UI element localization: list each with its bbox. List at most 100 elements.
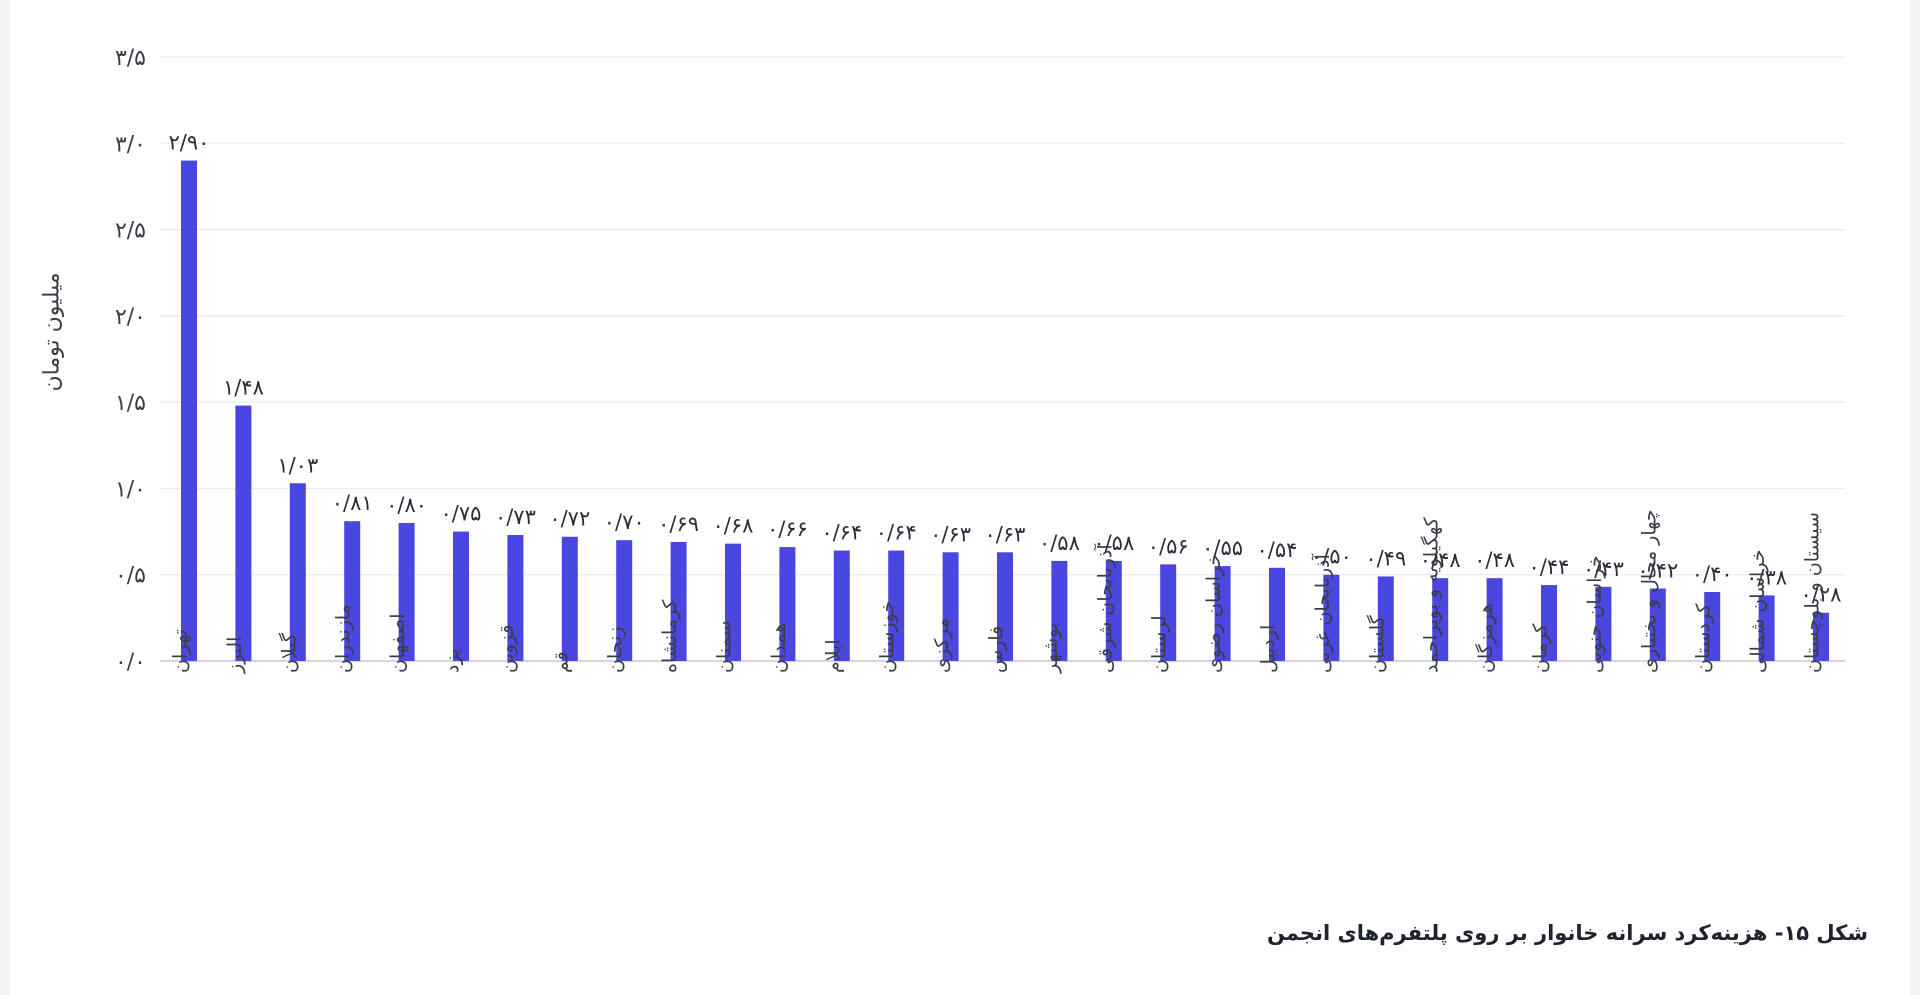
data-label: ۰/۶۳ xyxy=(985,522,1026,546)
x-tick-label: خوزستان xyxy=(877,601,899,673)
data-label: ۰/۴۰ xyxy=(1692,562,1733,586)
data-label: ۰/۵۸ xyxy=(1093,531,1134,555)
x-tick-label: زنجان xyxy=(605,627,627,673)
bar xyxy=(289,483,306,661)
bar xyxy=(833,550,850,661)
figure-caption: شکل ۱۵- هزینه‌کرد سرانه خانوار بر روی پل… xyxy=(1266,921,1868,945)
bar xyxy=(670,541,687,661)
data-label: ۰/۷۵ xyxy=(441,502,482,526)
bar xyxy=(1649,588,1666,661)
data-label: ۰/۶۳ xyxy=(930,522,971,546)
y-tick-label: ۱/۵ xyxy=(115,391,146,416)
data-label: ۲/۹۰ xyxy=(169,131,210,155)
data-label: ۰/۷۲ xyxy=(549,507,590,531)
bar xyxy=(1432,578,1449,661)
x-tick-label: فارس xyxy=(986,626,1008,673)
x-tick-label: گیلان xyxy=(277,632,300,673)
x-tick-label: خراسان جنوبی xyxy=(1584,555,1606,673)
x-tick-label: گلستان xyxy=(1365,614,1388,673)
x-tick-label: ایلام xyxy=(822,639,844,673)
data-label: ۰/۶۸ xyxy=(713,514,754,538)
x-tick-label: خراسان رضوی xyxy=(1203,554,1225,673)
x-axis-labels: تهران البرز گیلان مازندران اصفهان یزد قزوین قم ز… xyxy=(170,509,1824,674)
x-tick-label: اردبیل xyxy=(1258,625,1280,673)
data-label: ۰/۴۹ xyxy=(1365,546,1406,570)
x-tick-label: بوشهر xyxy=(1040,623,1062,674)
bar xyxy=(725,543,741,661)
x-tick-label: سیستان و بلوچستان xyxy=(1802,512,1824,673)
bar xyxy=(1486,578,1503,661)
data-label: ۰/۵۶ xyxy=(1148,534,1189,558)
y-tick-label: ۱/۰ xyxy=(115,477,146,502)
data-label: ۱/۰۳ xyxy=(277,453,318,477)
bar xyxy=(1051,560,1068,661)
y-tick-label: ۳/۰ xyxy=(115,132,146,157)
bar xyxy=(1214,566,1231,661)
bar xyxy=(888,550,905,661)
x-tick-label: خراسان شمالی xyxy=(1747,549,1769,673)
x-tick-label: کهگیلویه و بویراحمد xyxy=(1420,516,1443,673)
bar xyxy=(1758,595,1775,661)
data-label: ۰/۳۸ xyxy=(1746,565,1787,589)
x-tick-label: مرکزی xyxy=(931,618,953,673)
data-label: ۰/۸۰ xyxy=(386,493,427,517)
bar xyxy=(997,552,1013,661)
y-tick-label: ۲/۰ xyxy=(115,305,146,330)
data-label: ۰/۲۸ xyxy=(1801,583,1842,607)
y-tick-label: ۳/۵ xyxy=(115,46,146,71)
bar xyxy=(235,405,252,661)
bar xyxy=(1323,574,1340,661)
x-tick-label: کردستان xyxy=(1693,603,1715,673)
bar xyxy=(453,531,469,661)
data-label: ۰/۵۸ xyxy=(1039,531,1080,555)
bar xyxy=(1377,576,1394,661)
x-tick-label: لرستان xyxy=(1149,615,1171,673)
bars xyxy=(181,160,1829,662)
bar xyxy=(942,552,959,661)
x-tick-label: قزوین xyxy=(496,625,518,674)
x-tick-label: قم xyxy=(550,651,572,673)
x-tick-label: مازندران xyxy=(333,604,355,673)
bar xyxy=(1160,564,1177,661)
data-label: ۰/۴۳ xyxy=(1583,557,1624,581)
x-tick-label: کرمان xyxy=(1530,623,1552,673)
data-label: ۰/۴۴ xyxy=(1529,555,1570,579)
data-label: ۰/۷۳ xyxy=(495,505,536,529)
x-tick-label: همدان xyxy=(768,623,790,673)
bar xyxy=(1269,567,1285,661)
bar xyxy=(181,160,197,662)
y-tick-label: ۰/۵ xyxy=(115,564,146,589)
y-axis-ticks: ۰/۰ ۰/۵ ۱/۰ ۱/۵ ۲/۰ ۲/۵ ۳/۰ ۳/۵ xyxy=(115,46,146,675)
data-label: ۰/۵۰ xyxy=(1311,545,1352,569)
bar xyxy=(561,536,578,661)
data-label: ۰/۵۵ xyxy=(1202,536,1243,560)
x-tick-label: اصفهان xyxy=(387,613,409,673)
x-tick-label: تهران xyxy=(170,629,192,673)
data-label: ۰/۶۶ xyxy=(767,517,808,541)
x-tick-label: آذربایجان غربی xyxy=(1310,553,1334,673)
x-tick-label: هرمزگان xyxy=(1474,603,1497,673)
data-label: ۰/۵۴ xyxy=(1257,538,1298,562)
bar xyxy=(1704,591,1721,661)
x-tick-label: یزد xyxy=(442,649,464,673)
bar xyxy=(1105,560,1122,661)
x-tick-label: آذربایجان شرقی xyxy=(1092,544,1116,673)
left-border-strip xyxy=(0,0,10,995)
data-label: ۰/۶۴ xyxy=(821,521,862,545)
y-tick-label: ۲/۵ xyxy=(115,219,146,244)
value-labels: ۲/۹۰ ۱/۴۸ ۱/۰۳ ۰/۸۱ ۰/۸۰ ۰/۷۵ ۰/۷۳ ۰/۷۲ ۰/۷۰ ۰/۶۹… xyxy=(169,131,1842,607)
x-tick-label: البرز xyxy=(224,637,246,674)
bar xyxy=(344,521,361,661)
bar xyxy=(616,540,633,661)
data-label: ۰/۴۸ xyxy=(1420,548,1461,572)
y-tick-label: ۰/۰ xyxy=(115,650,146,675)
bar xyxy=(398,522,415,661)
x-tick-label: کرمانشاه xyxy=(659,599,681,673)
x-tick-label: چهار محال و بختیاری xyxy=(1638,509,1660,673)
y-axis-title: میلیون تومان xyxy=(39,272,65,392)
bar xyxy=(507,535,524,661)
data-label: ۰/۴۸ xyxy=(1474,548,1515,572)
right-border-strip xyxy=(1910,0,1920,995)
bar xyxy=(779,547,796,661)
data-label: ۰/۸۱ xyxy=(332,491,373,515)
